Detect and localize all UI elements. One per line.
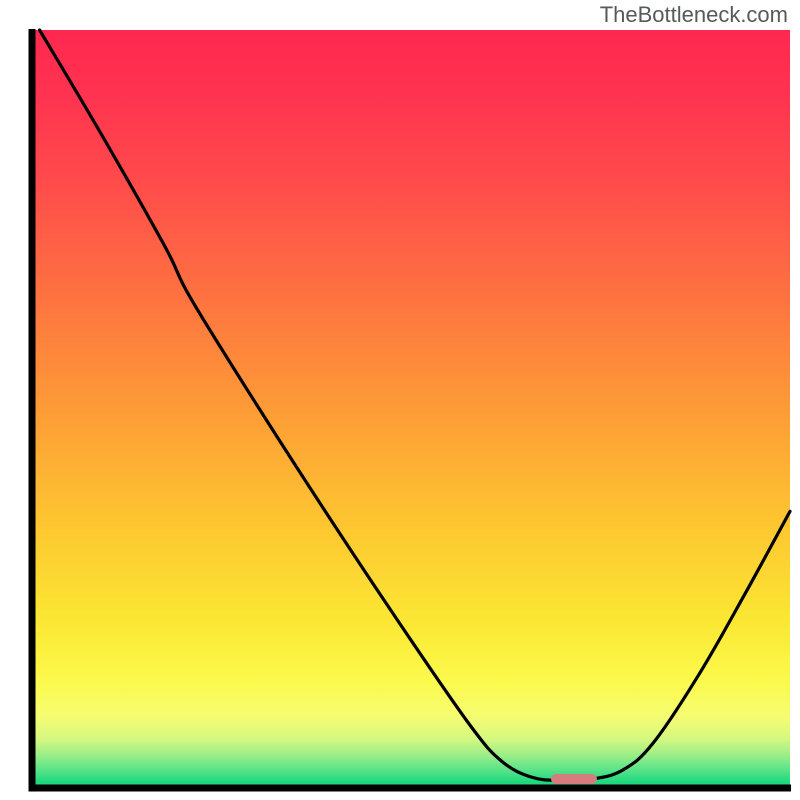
axes-border	[0, 0, 800, 800]
chart-container: { "watermark": { "text": "TheBottleneck.…	[0, 0, 800, 800]
